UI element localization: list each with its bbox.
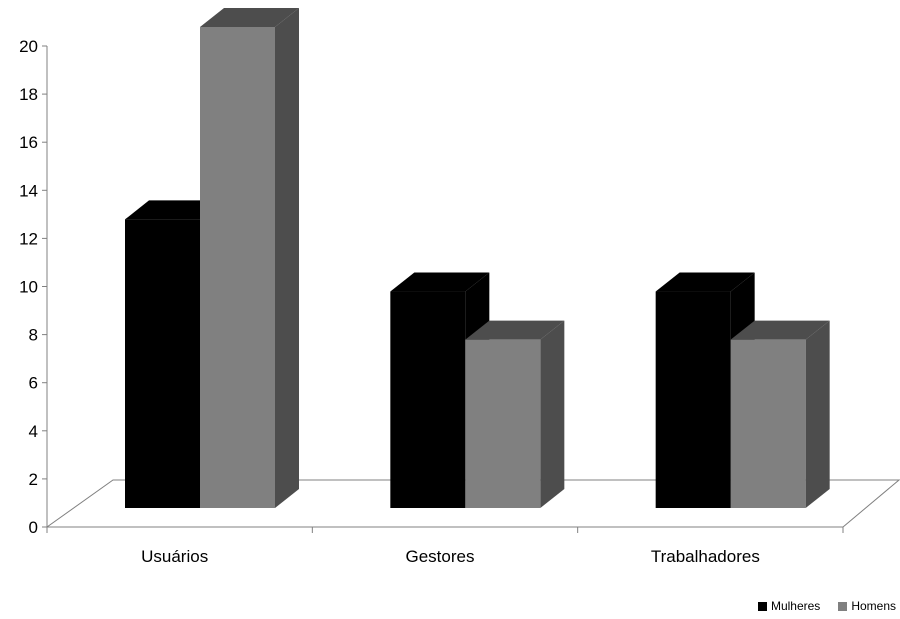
bar-top [730, 320, 830, 340]
legend-swatch-homens [838, 601, 848, 611]
bar-side [805, 320, 830, 508]
bar-front [125, 219, 200, 508]
legend-item-mulheres: Mulheres [757, 599, 821, 613]
legend-label-mulheres: Mulheres [770, 599, 821, 613]
bar-front [390, 291, 466, 508]
legend: Mulheres Homens [757, 599, 896, 613]
y-tick-label: 4 [29, 422, 38, 441]
x-category-label: Usuários [141, 547, 208, 566]
x-category-label: Gestores [406, 547, 475, 566]
bar-top [200, 8, 299, 27]
y-tick-label: 14 [19, 181, 38, 200]
bar-side [275, 8, 299, 508]
y-tick-label: 8 [29, 326, 38, 345]
y-tick-label: 10 [19, 278, 38, 297]
bar-front [465, 339, 541, 508]
y-tick-label: 0 [29, 518, 38, 537]
legend-swatch-mulheres [757, 601, 767, 611]
x-axis: Usuários Gestores Trabalhadores [46, 527, 844, 566]
y-tick-label: 2 [29, 470, 38, 489]
y-tick-label: 20 [19, 37, 38, 56]
bar-front [655, 291, 731, 508]
bar-homens-1 [465, 320, 565, 508]
bar-top [465, 320, 565, 340]
legend-label-homens: Homens [851, 599, 896, 613]
bar-homens-2 [730, 320, 830, 508]
bar-top [655, 272, 755, 292]
y-tick-label: 6 [29, 374, 38, 393]
bar-top [125, 200, 224, 220]
bar-side [540, 320, 565, 508]
legend-item-homens: Homens [838, 599, 896, 613]
bar-homens-0 [200, 8, 299, 508]
bars [125, 8, 830, 508]
bar-top [390, 272, 490, 292]
y-axis: 0 2 4 6 8 10 12 14 16 18 20 [19, 37, 48, 537]
bar-front [730, 339, 806, 508]
y-tick-label: 12 [19, 229, 38, 248]
bar-front [200, 27, 275, 508]
y-tick-label: 16 [19, 133, 38, 152]
x-category-label: Trabalhadores [651, 547, 760, 566]
y-tick-label: 18 [19, 85, 38, 104]
